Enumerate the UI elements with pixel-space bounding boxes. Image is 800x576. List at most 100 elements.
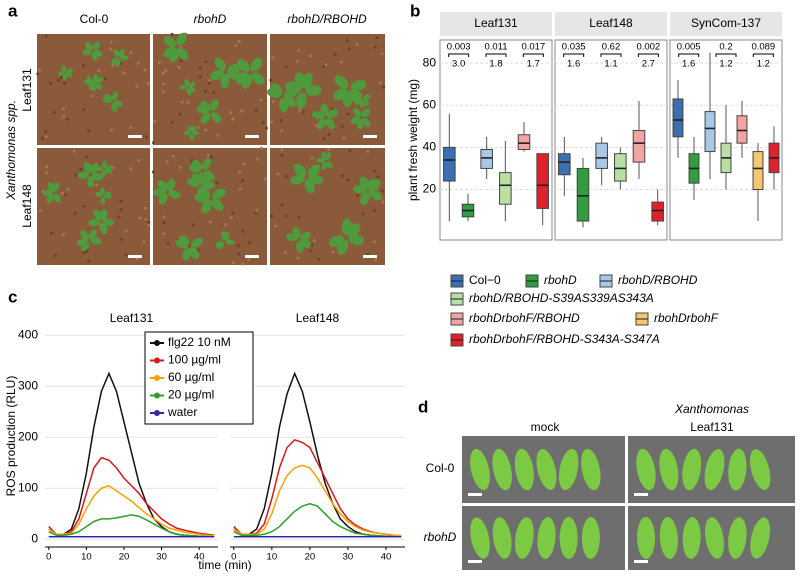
leaf bbox=[270, 83, 283, 96]
leaf bbox=[102, 218, 115, 226]
leaf bbox=[100, 196, 106, 205]
leaf bbox=[85, 41, 93, 51]
leaf bbox=[363, 94, 371, 100]
soil-grain bbox=[63, 81, 67, 85]
leaf bbox=[95, 191, 103, 197]
soil-grain bbox=[191, 223, 195, 227]
y-tick-label: 40 bbox=[423, 140, 437, 154]
legend-label: 100 µg/ml bbox=[168, 353, 221, 367]
soil-grain bbox=[229, 216, 233, 220]
facet-title: SynCom-137 bbox=[691, 16, 761, 30]
y-axis-label: plant fresh weight (mg) bbox=[406, 79, 420, 201]
soil-grain bbox=[215, 181, 219, 185]
soil-grain bbox=[280, 153, 284, 157]
leaf bbox=[99, 222, 108, 234]
leaf bbox=[200, 100, 211, 112]
soil-grain bbox=[73, 211, 77, 215]
box bbox=[558, 153, 571, 176]
leaf bbox=[704, 448, 725, 491]
fold-change: 3.0 bbox=[452, 59, 465, 70]
soil-grain bbox=[273, 224, 277, 228]
leaf bbox=[91, 172, 103, 181]
soil-grain bbox=[119, 208, 123, 212]
fold-change: 1.6 bbox=[682, 59, 695, 70]
soil-grain bbox=[374, 258, 378, 262]
y-tick-label: 100 bbox=[18, 480, 38, 494]
column-label: Leaf131 bbox=[690, 420, 734, 434]
soil-grain bbox=[324, 63, 328, 67]
leaf bbox=[636, 448, 656, 491]
facet-strip bbox=[440, 12, 552, 36]
soil-grain bbox=[312, 239, 316, 243]
leaf bbox=[91, 83, 97, 92]
soil-grain bbox=[85, 249, 89, 253]
soil-grain bbox=[247, 258, 251, 262]
soil-grain bbox=[317, 257, 321, 261]
photo bbox=[270, 148, 385, 265]
leaf bbox=[326, 161, 333, 169]
facet-panel bbox=[554, 39, 668, 241]
leaf bbox=[333, 88, 348, 101]
leaf bbox=[90, 237, 102, 245]
legend-label: Col−0 bbox=[469, 273, 501, 287]
soil-grain bbox=[212, 91, 216, 95]
leaf bbox=[214, 57, 226, 71]
soil-grain bbox=[143, 206, 147, 210]
legend-label: 20 µg/ml bbox=[168, 388, 214, 402]
soil-grain bbox=[90, 94, 94, 98]
leaf bbox=[89, 163, 99, 174]
soil-grain bbox=[380, 52, 384, 56]
soil-grain bbox=[270, 120, 274, 124]
leaf bbox=[225, 239, 235, 245]
soil-grain bbox=[162, 221, 166, 225]
soil-grain bbox=[103, 77, 107, 81]
leaf bbox=[293, 163, 307, 177]
x-tick-label: 20 bbox=[119, 552, 130, 563]
leaf bbox=[113, 49, 120, 58]
leaf bbox=[360, 192, 370, 206]
leaf bbox=[192, 159, 203, 171]
soil-grain bbox=[161, 90, 165, 94]
soil-grain bbox=[254, 211, 258, 215]
y-axis-label: ROS production (RLU) bbox=[4, 376, 18, 497]
legend-label: rbohD bbox=[544, 273, 577, 287]
leaf bbox=[581, 517, 600, 559]
line bbox=[233, 464, 402, 537]
bracket bbox=[485, 53, 507, 57]
leaf bbox=[96, 77, 104, 84]
soil-grain bbox=[147, 223, 151, 227]
leaf bbox=[301, 72, 313, 89]
soil-grain bbox=[298, 109, 302, 113]
facet-strip bbox=[555, 12, 667, 36]
leaf bbox=[188, 81, 196, 88]
soil-grain bbox=[322, 137, 326, 141]
column-label: Col-0 bbox=[80, 12, 109, 26]
soil-grain bbox=[52, 110, 56, 114]
soil-grain bbox=[179, 165, 183, 169]
leaf bbox=[514, 517, 534, 559]
panel-label: b bbox=[410, 1, 420, 20]
leaf bbox=[728, 517, 747, 559]
leaf bbox=[558, 448, 579, 491]
soil-grain bbox=[203, 89, 207, 93]
soil-grain bbox=[264, 126, 268, 130]
leaf bbox=[189, 247, 200, 260]
leaf bbox=[350, 116, 361, 124]
soil-grain bbox=[208, 79, 212, 83]
leaf bbox=[559, 517, 578, 559]
leaf bbox=[163, 36, 177, 48]
y-tick-label: 200 bbox=[18, 429, 38, 443]
leaf bbox=[177, 47, 189, 60]
soil-grain bbox=[165, 160, 169, 164]
leaf bbox=[184, 78, 190, 87]
fold-change: 2.7 bbox=[642, 59, 655, 70]
leaf bbox=[636, 517, 656, 559]
leaf bbox=[346, 223, 361, 237]
soil-grain bbox=[81, 64, 85, 68]
leaf bbox=[334, 75, 349, 89]
soil-grain bbox=[276, 172, 280, 176]
soil-grain bbox=[153, 119, 157, 123]
p-value: 0.2 bbox=[719, 42, 732, 53]
soil-grain bbox=[162, 215, 166, 219]
soil-grain bbox=[206, 154, 210, 158]
